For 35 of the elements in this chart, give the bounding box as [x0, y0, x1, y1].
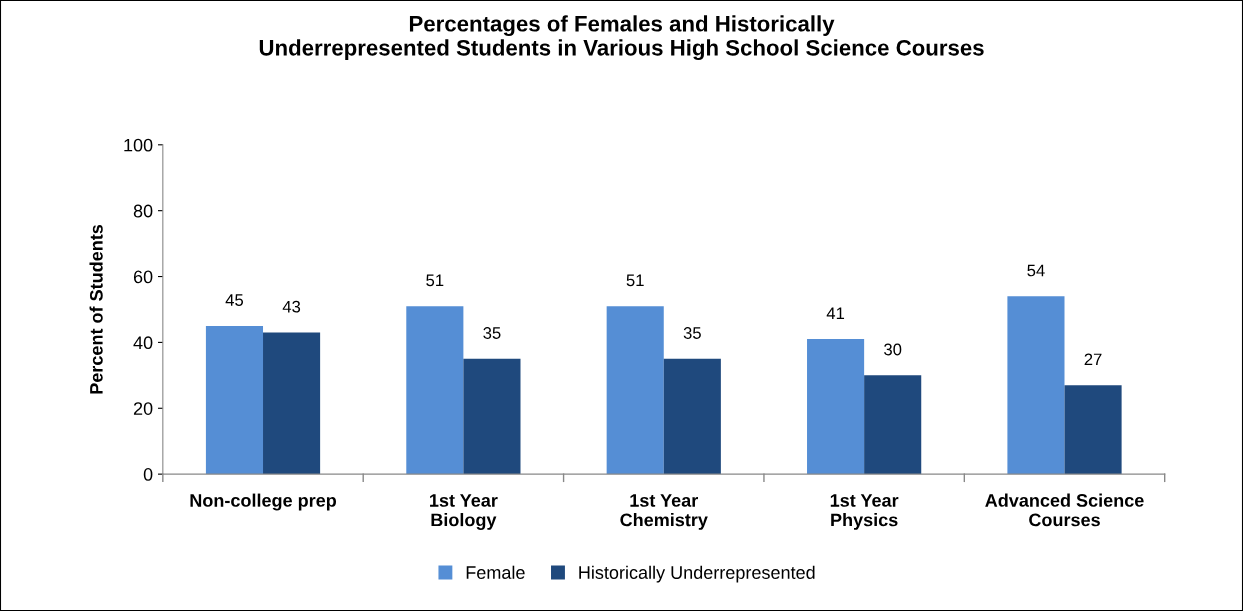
x-tick-label: 1st Year Chemistry — [620, 494, 708, 530]
y-tick-label: 0 — [143, 468, 153, 481]
y-tick-label: 80 — [133, 204, 153, 218]
data-label: 51 — [626, 274, 644, 287]
bar — [406, 306, 464, 475]
data-label: 54 — [1027, 264, 1045, 277]
data-label: 45 — [225, 294, 244, 306]
y-tick-label: 60 — [133, 270, 153, 284]
y-tick-label: 20 — [133, 402, 153, 415]
bar — [606, 306, 664, 475]
bar — [205, 325, 264, 475]
y-tick-label: 100 — [124, 138, 153, 152]
x-tick-label: 1st Year Biology — [430, 494, 498, 530]
bar — [807, 339, 865, 475]
bar — [1064, 385, 1122, 475]
data-label: 51 — [426, 274, 444, 287]
y-tick-label: 40 — [133, 336, 153, 350]
data-label: 43 — [282, 300, 301, 313]
data-label: 35 — [683, 327, 701, 339]
y-axis-title: Percent of Students — [89, 224, 103, 394]
bar — [263, 332, 321, 475]
data-label: 41 — [826, 307, 845, 319]
data-label: 27 — [1084, 353, 1102, 366]
chart-title: Percentages of Females and Historically Underrepresented Students in Various High School Science Courses — [259, 15, 984, 61]
x-tick-label: Non-college prep — [190, 493, 337, 511]
bar — [463, 358, 521, 475]
legend-label: Historically Underrepresented — [579, 565, 815, 583]
legend-label: Female — [466, 565, 525, 579]
bar — [663, 358, 721, 475]
data-label: 30 — [884, 343, 902, 356]
bar — [1007, 296, 1065, 475]
x-tick-label: 1st Year Physics — [830, 494, 899, 530]
data-label: 35 — [483, 327, 501, 339]
x-tick-label: Advanced Science Courses — [985, 493, 1144, 527]
bar — [864, 375, 922, 475]
